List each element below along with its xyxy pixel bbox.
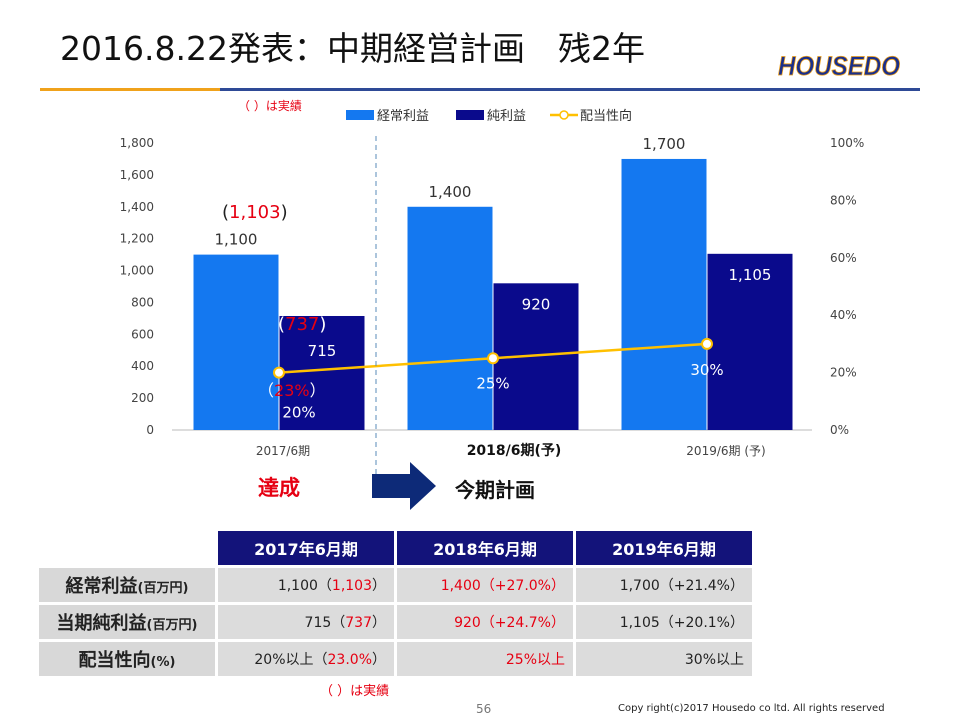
data-label-payout: 25% bbox=[476, 374, 509, 392]
row-unit: (%) bbox=[150, 655, 176, 670]
row-unit: (百万円) bbox=[146, 618, 198, 633]
cell-value: 20%以上（ bbox=[254, 652, 328, 668]
header-divider bbox=[40, 88, 920, 91]
data-label-net-profit: 715 bbox=[308, 342, 337, 360]
table-cell: 920（+24.7%） bbox=[397, 605, 573, 639]
legend-swatch-ordinary bbox=[346, 110, 374, 120]
legend-swatch-payout-marker bbox=[559, 110, 569, 120]
y-left-tick-label: 1,400 bbox=[120, 200, 154, 214]
bar-ordinary-profit bbox=[407, 206, 493, 430]
arrow-right-icon bbox=[372, 462, 436, 510]
table-cell: 1,400（+27.0%） bbox=[397, 568, 573, 602]
data-label-payout: 30% bbox=[690, 361, 723, 379]
legend-payout: 配当性向 bbox=[580, 108, 632, 124]
table-header-2018: 2018年6月期 bbox=[397, 531, 573, 565]
y-left-tick-label: 200 bbox=[131, 391, 154, 405]
bar-net-profit bbox=[707, 253, 793, 430]
y-left-tick-label: 1,600 bbox=[120, 168, 154, 182]
header-divider-accent bbox=[40, 88, 220, 91]
legend-note: （ ）は実績 bbox=[238, 98, 302, 113]
table-row: 経常利益(百万円) 1,100（1,103） 1,400（+27.0%） 1,7… bbox=[39, 568, 752, 602]
table-header-row: 2017年6月期 2018年6月期 2019年6月期 bbox=[39, 531, 752, 565]
chart-legend: （ ）は実績 経常利益 純利益 配当性向 bbox=[238, 98, 632, 124]
actual-ordinary-profit: (1,103) bbox=[222, 202, 288, 223]
chart-axes: 0 200 400 600 800 1,000 1,200 1,400 1,600 1,800 0%… bbox=[120, 136, 865, 437]
data-label-ordinary-profit: 1,100 bbox=[215, 231, 258, 249]
table-corner bbox=[39, 531, 215, 565]
y-right-tick-label: 0% bbox=[830, 423, 849, 437]
y-right-tick-label: 60% bbox=[830, 251, 857, 265]
cell-actual: 23.0% bbox=[327, 652, 372, 668]
this-term-plan-label: 今期計画 bbox=[455, 478, 535, 502]
legend-net-profit: 純利益 bbox=[487, 109, 526, 124]
cell-close: ） bbox=[372, 652, 386, 668]
table-cell: 1,100（1,103） bbox=[218, 568, 394, 602]
y-left-tick-label: 800 bbox=[131, 295, 154, 309]
legend-ordinary-profit: 経常利益 bbox=[377, 109, 429, 124]
actual-payout: （23%） bbox=[258, 381, 326, 400]
copyright-text: Copy right(c)2017 Housedo co ltd. All ri… bbox=[618, 703, 885, 714]
page-title: 2016.8.22発表：中期経営計画 残2年 bbox=[60, 29, 645, 68]
page-number: 56 bbox=[476, 702, 492, 716]
chart-payout-line bbox=[273, 337, 713, 379]
bar-net-profit bbox=[279, 315, 365, 430]
y-left-tick-label: 400 bbox=[131, 359, 154, 373]
y-right-tick-label: 20% bbox=[830, 366, 857, 380]
y-left-tick-label: 1,800 bbox=[120, 136, 154, 150]
payout-point bbox=[273, 366, 285, 379]
bar-ordinary-profit bbox=[621, 158, 707, 430]
table-cell: 1,105（+20.1%） bbox=[576, 605, 752, 639]
cell-close: ） bbox=[372, 615, 386, 631]
table-row: 配当性向(%) 20%以上（23.0%） 25%以上 30%以上 bbox=[39, 642, 752, 676]
x-category-label: 2018/6期(予) bbox=[467, 443, 562, 459]
housedo-logo: HOUSEDO bbox=[778, 51, 901, 82]
row-label: 配当性向 bbox=[78, 650, 151, 671]
table-note: （ ）は実績 bbox=[320, 684, 390, 699]
table-cell: 715（737） bbox=[218, 605, 394, 639]
results-chart: （ ）は実績 経常利益 純利益 配当性向 0 200 400 600 800 1,000 1… bbox=[120, 98, 865, 495]
data-label-net-profit: 920 bbox=[522, 295, 551, 313]
data-label-payout: 20% bbox=[282, 404, 315, 422]
row-label-ordinary-profit: 経常利益(百万円) bbox=[39, 568, 215, 602]
row-label: 当期純利益 bbox=[56, 613, 147, 634]
cell-value: 1,100（ bbox=[277, 578, 332, 594]
bar-ordinary-profit bbox=[193, 254, 279, 430]
row-label-payout-ratio: 配当性向(%) bbox=[39, 642, 215, 676]
cell-value: 715（ bbox=[304, 615, 346, 631]
y-left-tick-label: 1,000 bbox=[120, 264, 154, 278]
row-label-net-profit: 当期純利益(百万円) bbox=[39, 605, 215, 639]
payout-point bbox=[701, 337, 713, 350]
y-left-tick-label: 1,200 bbox=[120, 232, 154, 246]
y-right-tick-label: 100% bbox=[830, 136, 864, 150]
cell-actual: 1,103 bbox=[331, 578, 372, 594]
achieved-label: 達成 bbox=[258, 476, 300, 500]
cell-actual: 737 bbox=[345, 615, 372, 631]
table-header-2017: 2017年6月期 bbox=[218, 531, 394, 565]
cell-close: ） bbox=[372, 578, 386, 594]
data-label-net-profit: 1,105 bbox=[729, 266, 772, 284]
row-label: 経常利益 bbox=[65, 576, 138, 597]
y-left-tick-label: 0 bbox=[146, 423, 154, 437]
x-category-label: 2017/6期 bbox=[256, 444, 310, 458]
results-table: 2017年6月期 2018年6月期 2019年6月期 経常利益(百万円) 1,1… bbox=[36, 528, 755, 679]
actual-net-profit: (737) bbox=[278, 314, 326, 335]
logo-text: HOUSEDO bbox=[778, 51, 900, 81]
table-cell: 1,700（+21.4%） bbox=[576, 568, 752, 602]
table-cell: 20%以上（23.0%） bbox=[218, 642, 394, 676]
y-right-tick-label: 40% bbox=[830, 308, 857, 322]
data-label-ordinary-profit: 1,700 bbox=[643, 135, 686, 153]
data-label-ordinary-profit: 1,400 bbox=[429, 183, 472, 201]
table-row: 当期純利益(百万円) 715（737） 920（+24.7%） 1,105（+2… bbox=[39, 605, 752, 639]
table-cell: 25%以上 bbox=[397, 642, 573, 676]
table-header-2019: 2019年6月期 bbox=[576, 531, 752, 565]
x-category-label: 2019/6期 (予) bbox=[686, 444, 765, 458]
row-unit: (百万円) bbox=[137, 581, 189, 596]
y-right-tick-label: 80% bbox=[830, 193, 857, 207]
chart-labels: 1,100 715 1,400 920 1,700 1,105 20% 25% 30% (1,10… bbox=[215, 135, 772, 459]
legend-swatch-net bbox=[456, 110, 484, 120]
table-cell: 30%以上 bbox=[576, 642, 752, 676]
y-left-tick-label: 600 bbox=[131, 327, 154, 341]
payout-point bbox=[487, 352, 499, 365]
